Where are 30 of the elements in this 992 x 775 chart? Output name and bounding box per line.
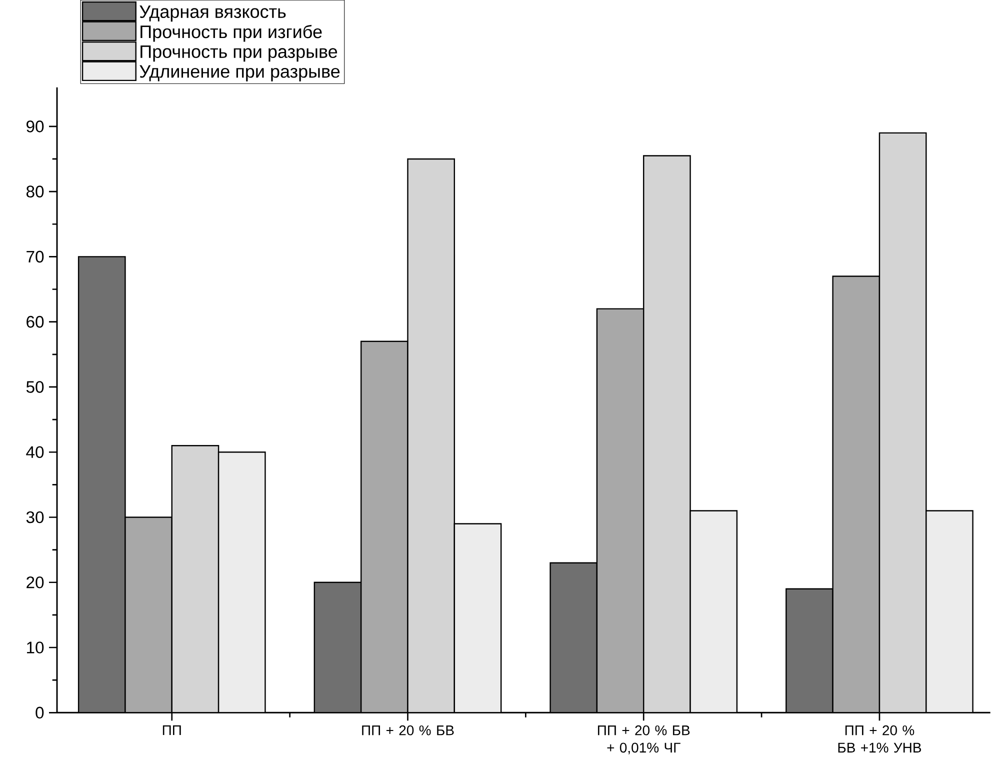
bar	[218, 452, 266, 713]
bar	[596, 308, 644, 713]
x-tick-label: ПП + 20 % БВ	[362, 726, 454, 736]
bar	[643, 155, 691, 713]
y-tick-label: 10	[27, 642, 44, 654]
legend-label: Прочность при изгибе	[140, 25, 322, 42]
y-tick-label: 20	[26, 576, 44, 588]
x-tick-label: ПП + 20 % БВ +1% УНВ	[838, 726, 922, 753]
bar	[690, 510, 738, 713]
y-tick-label: 50	[26, 381, 44, 394]
legend-label: Прочность при разрыве	[140, 46, 338, 62]
x-tick-label: ПП + 20 % БВ + 0,01% ЧГ	[598, 726, 690, 754]
x-tick-label: ПП	[162, 726, 181, 736]
legend-label: Удлинение при разрыве	[140, 65, 340, 82]
y-tick-label: 40	[26, 446, 44, 458]
y-tick-label: 70	[26, 250, 44, 263]
bar	[878, 132, 927, 713]
bar	[407, 158, 456, 713]
bar	[926, 510, 974, 713]
y-tick-label: 60	[26, 316, 44, 328]
bar	[832, 276, 880, 713]
y-tick-label: 0	[36, 706, 44, 719]
bar	[454, 523, 502, 713]
bar	[124, 516, 172, 713]
y-tick-label: 30	[26, 512, 44, 524]
bar	[360, 340, 408, 713]
y-tick-label: 90	[26, 120, 44, 132]
y-tick-label: 80	[26, 186, 44, 198]
bar	[171, 445, 220, 713]
legend-label: Ударная вязкость	[140, 6, 286, 22]
